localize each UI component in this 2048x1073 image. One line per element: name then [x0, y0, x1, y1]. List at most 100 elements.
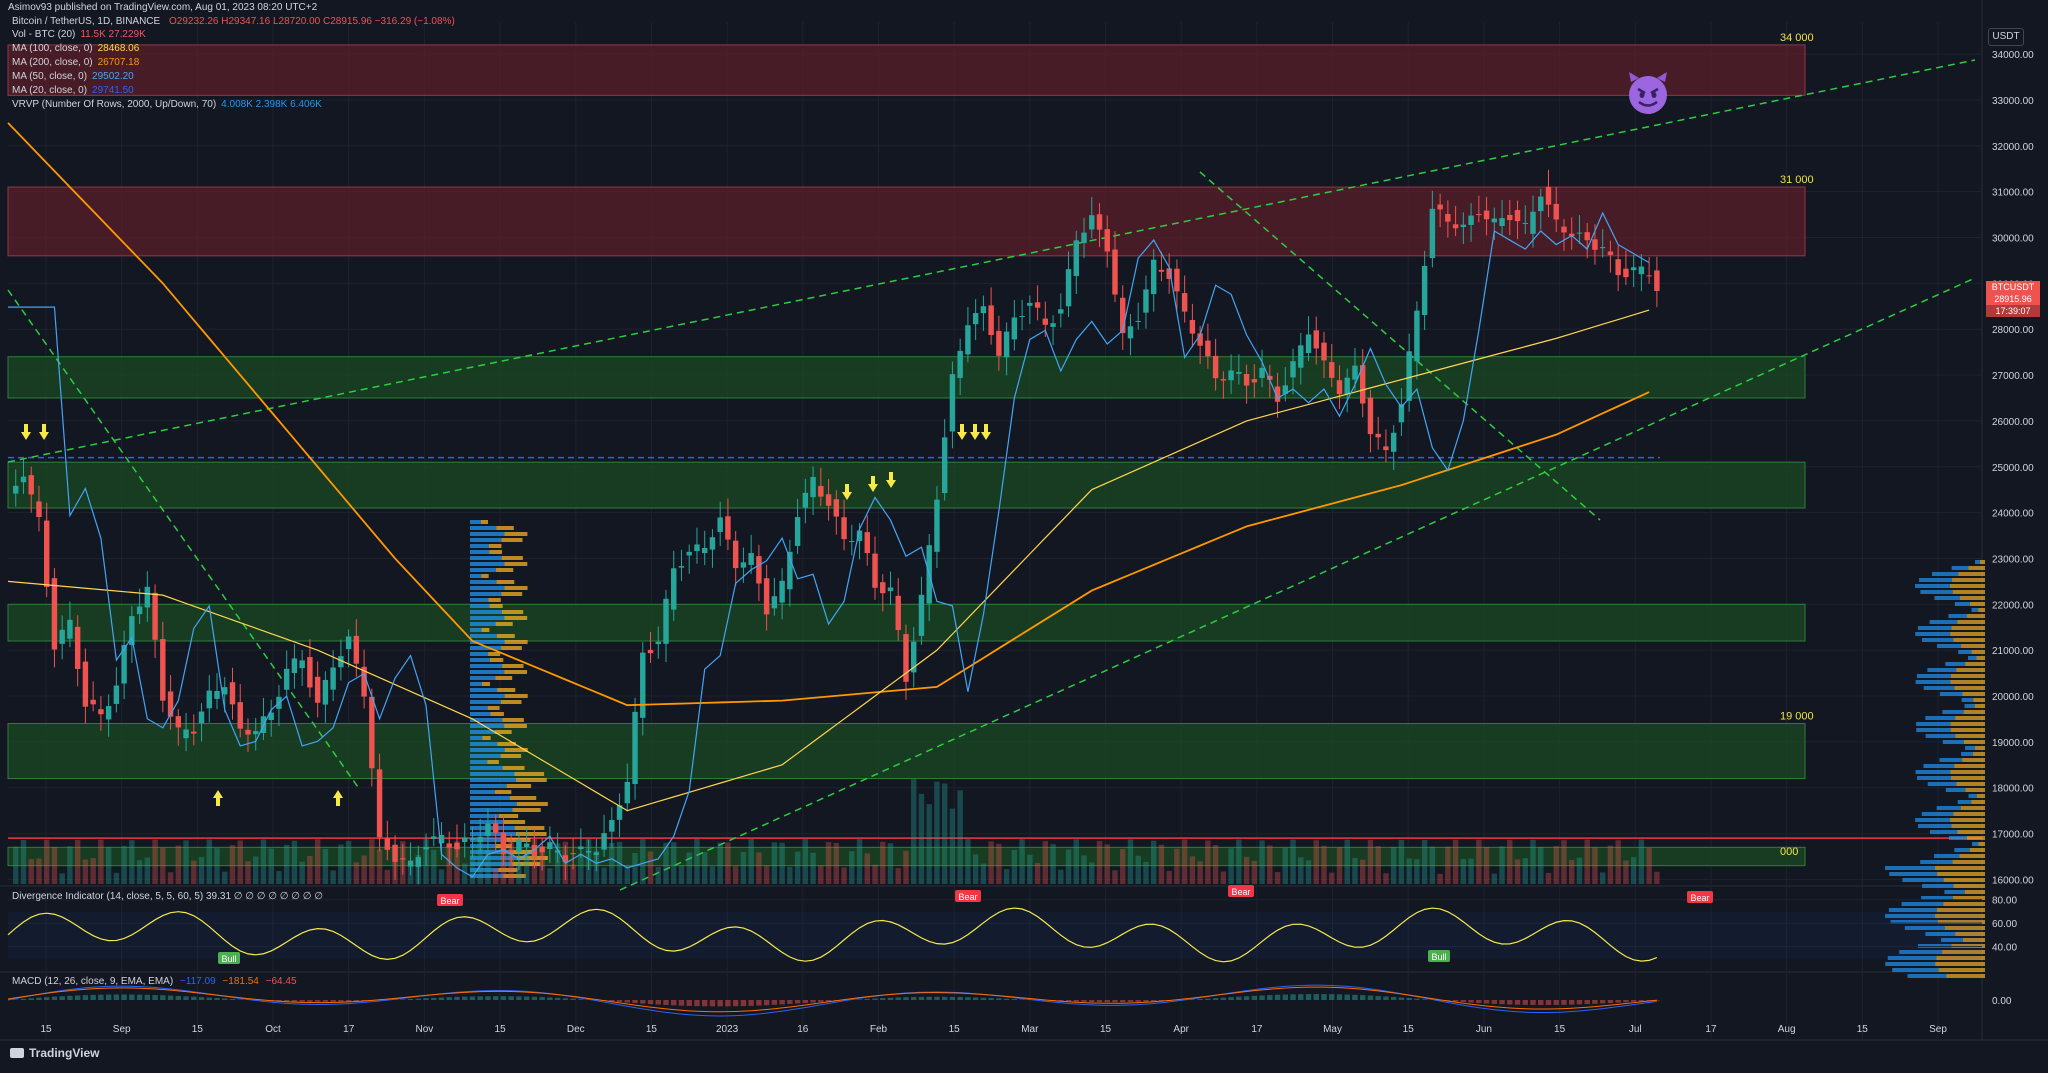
- macd-histogram-bar: [1352, 995, 1357, 1000]
- vrvp-bar: [516, 778, 547, 782]
- candle-body: [106, 706, 111, 719]
- vrvp-bar: [470, 700, 501, 704]
- vrvp-bar: [490, 658, 503, 662]
- macd-value-1: −117.09: [180, 976, 216, 987]
- legend-item-name: MA (50, close, 0): [12, 71, 87, 82]
- macd-histogram-bar: [447, 997, 452, 1000]
- macd-histogram-bar: [1422, 999, 1427, 1000]
- x-tick-label: 15: [192, 1024, 204, 1035]
- volume-bar: [253, 856, 258, 884]
- vrvp-right-bar: [1908, 974, 1947, 978]
- volume-bar: [1507, 840, 1512, 884]
- vrvp-bar: [504, 616, 527, 620]
- candle-body: [191, 732, 196, 734]
- symbol-line: Bitcoin / TetherUS, 1D, BINANCE O29232.2…: [12, 16, 455, 27]
- volume-bar: [1221, 871, 1226, 884]
- y-tick-label: 23000.00: [1992, 554, 2034, 565]
- vrvp-bar: [470, 658, 490, 662]
- legend-item[interactable]: MA (50, close, 0)29502.20: [12, 71, 134, 82]
- macd-histogram-bar: [865, 999, 870, 1000]
- vrvp-right-bar: [1935, 866, 1985, 870]
- volume-bar: [1554, 846, 1559, 884]
- macd-histogram-bar: [346, 1000, 351, 1001]
- x-tick-label: 15: [1100, 1024, 1112, 1035]
- volume-bar: [1476, 840, 1481, 884]
- vrvp-bar: [496, 526, 514, 530]
- vrvp-right-bar: [1951, 674, 1985, 678]
- macd-histogram-bar: [1197, 999, 1202, 1000]
- macd-histogram-bar: [950, 997, 955, 1000]
- vrvp-bar: [470, 556, 502, 560]
- candle-body: [1414, 311, 1419, 362]
- volume-bar: [965, 839, 970, 884]
- candle-body: [1236, 372, 1241, 374]
- candle-body: [485, 824, 490, 837]
- macd-histogram-bar: [965, 997, 970, 1000]
- candle-body: [385, 839, 390, 850]
- candle-body: [764, 578, 769, 614]
- legend-item[interactable]: Vol - BTC (20)11.5K 27.229K: [12, 29, 146, 40]
- vrvp-right-bar: [1951, 776, 1985, 780]
- legend-item-value: 26707.18: [98, 57, 140, 68]
- legend-item[interactable]: MA (200, close, 0)26707.18: [12, 57, 139, 68]
- macd-histogram-bar: [563, 998, 568, 1000]
- volume-bar: [1391, 847, 1396, 884]
- vrvp-bar: [470, 568, 496, 572]
- volume-bar: [36, 859, 41, 884]
- volume-bar: [276, 871, 281, 884]
- candle-body: [1105, 229, 1110, 251]
- macd-histogram-bar: [1329, 994, 1334, 1000]
- x-tick-label: Sep: [113, 1024, 131, 1035]
- vrvp-right-bar: [1977, 794, 1985, 798]
- divergence-legend[interactable]: Divergence Indicator (14, close, 5, 5, 6…: [12, 891, 323, 902]
- vrvp-right-bar: [1958, 650, 1971, 654]
- volume-bar: [361, 855, 366, 884]
- vrvp-bar: [470, 772, 514, 776]
- legend-item[interactable]: MA (20, close, 0)29741.50: [12, 85, 134, 96]
- volume-bar: [214, 848, 219, 884]
- ohlc-values: O29232.26 H29347.16 L28720.00 C28915.96 …: [169, 16, 455, 27]
- legend-item[interactable]: VRVP (Number Of Rows, 2000, Up/Down, 70)…: [12, 99, 322, 110]
- volume-bar: [903, 851, 908, 884]
- bear-badge-label: Bear: [440, 896, 459, 906]
- volume-bar: [834, 843, 839, 884]
- symbol-title[interactable]: Bitcoin / TetherUS, 1D, BINANCE: [12, 16, 160, 27]
- tradingview-logo-icon: [10, 1048, 24, 1058]
- macd-line: [8, 985, 1657, 1016]
- macd-histogram-bar: [803, 1000, 808, 1003]
- candle-body: [733, 541, 738, 568]
- candle-body: [640, 653, 645, 718]
- vrvp-bar: [495, 676, 512, 680]
- vrvp-bar: [504, 724, 527, 728]
- volume-bar: [439, 869, 444, 884]
- tradingview-brand[interactable]: TradingView: [10, 1046, 99, 1060]
- candle-body: [75, 627, 80, 669]
- macd-histogram-bar: [1592, 1000, 1597, 1004]
- macd-histogram-bar: [1112, 1000, 1117, 1002]
- macd-histogram-bar: [741, 1000, 746, 1006]
- vrvp-bar: [470, 796, 510, 800]
- candle-body: [516, 839, 521, 852]
- price-axis-unit[interactable]: USDT: [1988, 28, 2024, 46]
- macd-histogram-bar: [1089, 1000, 1094, 1002]
- legend-item[interactable]: MA (100, close, 0)28468.06: [12, 43, 139, 54]
- volume-bar: [1437, 874, 1442, 884]
- macd-histogram-bar: [13, 999, 18, 1000]
- macd-histogram-bar: [1267, 995, 1272, 1000]
- vrvp-right-bar: [1970, 848, 1985, 852]
- y-tick-label: 24000.00: [1992, 509, 2034, 520]
- volume-bar: [1267, 845, 1272, 884]
- candle-body: [671, 568, 676, 609]
- volume-bar: [1213, 845, 1218, 884]
- volume-bar: [176, 846, 181, 884]
- volume-bar: [1623, 861, 1628, 884]
- volume-bar: [59, 873, 64, 884]
- vrvp-bar: [470, 526, 496, 530]
- volume-bar: [1012, 850, 1017, 884]
- vrvp-right-bar: [1964, 740, 1985, 744]
- macd-legend[interactable]: MACD (12, 26, close, 9, EMA, EMA) −117.0…: [12, 976, 297, 987]
- volume-bar: [756, 852, 761, 884]
- macd-histogram-bar: [679, 1000, 684, 1006]
- vrvp-right-bar: [1952, 566, 1969, 570]
